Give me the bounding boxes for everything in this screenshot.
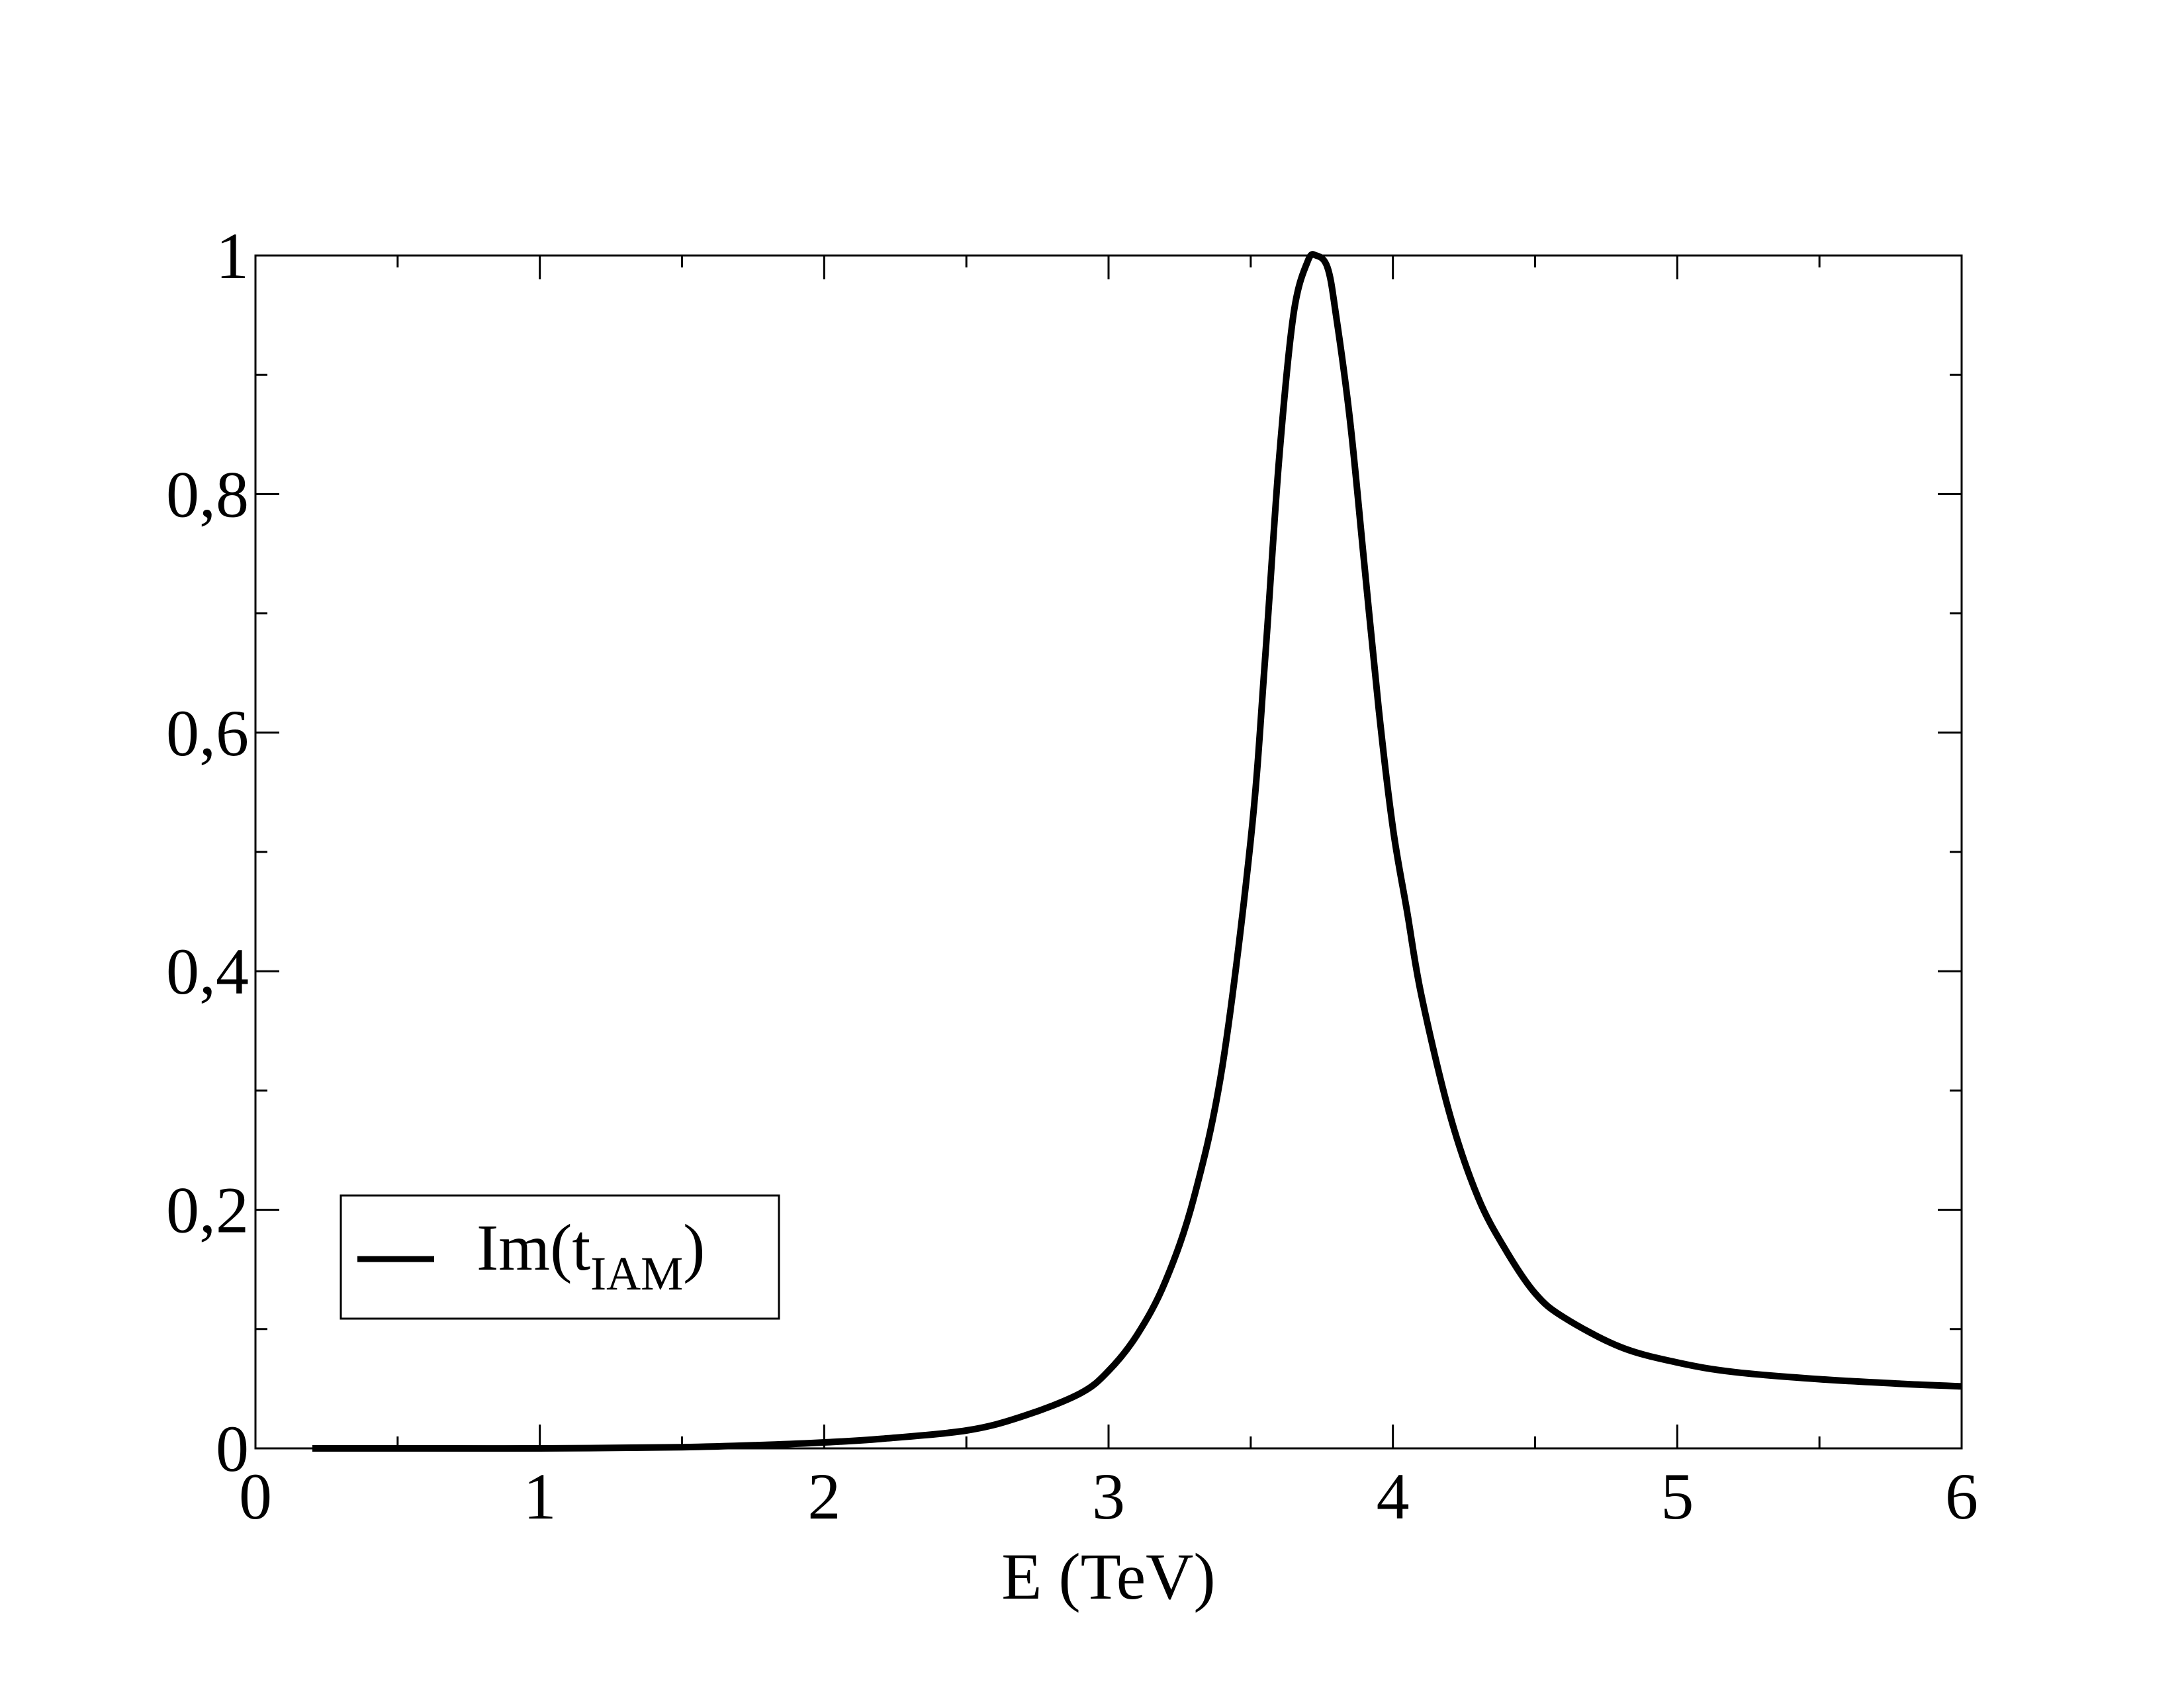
- y-axis: 0 0,2 0,4 0,6 0,8 1: [166, 219, 1962, 1485]
- x-tick-label: 2: [807, 1460, 841, 1533]
- y-tick-label: 0: [216, 1412, 249, 1485]
- y-tick-label: 1: [216, 219, 249, 293]
- y-tick-label: 0,2: [166, 1174, 249, 1247]
- x-tick-label: 5: [1661, 1460, 1694, 1533]
- x-tick-label: 1: [523, 1460, 557, 1533]
- legend: Im(tIAM): [340, 1194, 780, 1320]
- x-tick-label: 4: [1377, 1460, 1410, 1533]
- x-axis: 0 1 2 3 4 5 6: [239, 256, 1978, 1533]
- x-tick-label: 6: [1945, 1460, 1978, 1533]
- y-tick-label: 0,8: [166, 457, 249, 531]
- series-line: [312, 251, 1962, 1452]
- legend-label-close: ): [683, 1211, 705, 1284]
- legend-label-main: Im(t: [477, 1211, 590, 1284]
- x-axis-title: E (TeV): [1001, 1540, 1215, 1613]
- legend-label-sub: IAM: [590, 1247, 683, 1300]
- y-tick-label: 0,6: [166, 696, 249, 770]
- legend-label: Im(tIAM): [477, 1211, 705, 1300]
- x-tick-label: 3: [1092, 1460, 1125, 1533]
- y-tick-label: 0,4: [166, 935, 249, 1008]
- x-tick-label: 0: [239, 1460, 272, 1533]
- series-layer: [312, 251, 1962, 1452]
